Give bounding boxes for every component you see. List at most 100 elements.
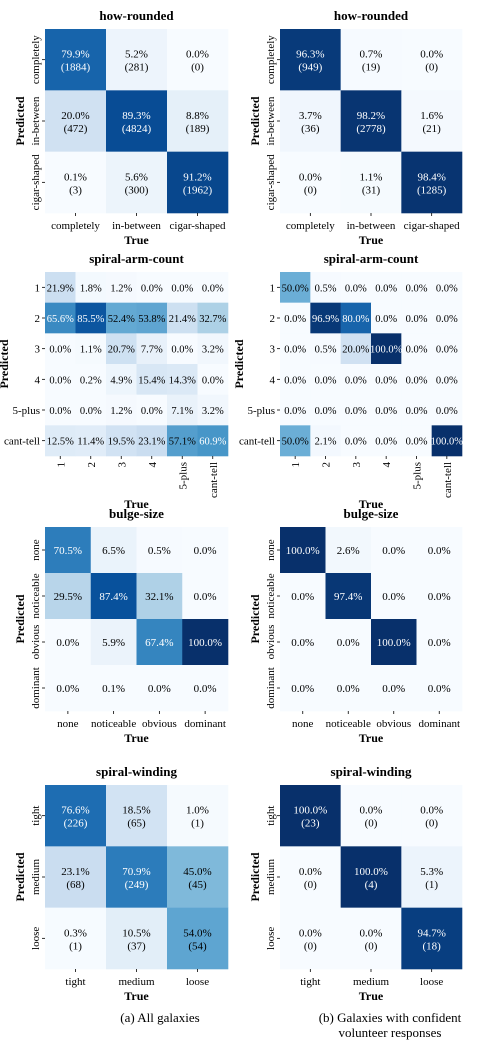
y-tick-label: 5-plus [248,405,276,417]
heatmap-cell [106,151,168,214]
cell-percent-label: 1.8% [80,283,102,294]
y-tick-label: in-between [30,96,42,145]
x-tick-label: none [292,718,314,730]
heatmap-cell [167,907,229,970]
cell-percent-label: 0.0% [299,171,322,183]
cell-percent-label: 4.9% [110,375,132,386]
heatmap-cell [310,333,341,365]
heatmap-cell [45,425,76,457]
cell-count-label: (949) [298,62,322,74]
x-tick-label: 1 [290,462,302,468]
cell-percent-label: 32.1% [145,591,173,603]
heatmap-cell [106,364,137,395]
cell-percent-label: 0.0% [375,314,397,325]
cell-percent-label: 32.7% [199,314,226,325]
cell-percent-label: 0.0% [382,683,405,695]
cell-count-label: (189) [186,123,210,135]
heatmap-cell [75,394,107,426]
heatmap-cell [45,846,107,908]
heatmap-bulge-size-a: bulge-size 70.5% 6.5% 0.5% 0.0% 29.5% 87.4% 32.… [13,506,229,745]
heatmap-cell [371,364,402,395]
cell-percent-label: 0.0% [315,406,337,417]
y-tick-label: dominant [30,667,42,709]
heatmap-cell [106,90,168,152]
heatmap-cell [340,29,402,91]
heatmap-cell [136,394,168,426]
heatmap-cell [401,394,432,426]
heatmap-cell [401,846,463,908]
cell-count-label: (0) [191,62,204,74]
heatmap-cell [167,272,198,303]
cell-percent-label: 70.9% [122,866,150,878]
chart-title: bulge-size [344,506,399,521]
heatmap-cell [106,394,137,426]
heatmap-cell [45,333,76,365]
heatmap-cell [106,272,137,303]
y-tick-label: noticeable [265,573,277,618]
cell-percent-label: 0.0% [202,375,224,386]
cell-percent-label: 0.0% [436,314,458,325]
cell-percent-label: 0.1% [64,171,87,183]
x-axis-label: True [124,989,149,1003]
heatmap-cell [431,333,463,365]
y-tick-label: completely [265,35,277,84]
cell-percent-label: 0.0% [436,406,458,417]
cell-percent-label: 23.1% [138,437,165,448]
cell-percent-label: 1.2% [110,406,132,417]
heatmap-cell [340,90,402,152]
cell-percent-label: 0.0% [406,283,428,294]
heatmap-cell [197,272,229,303]
heatmap-cell [167,151,229,214]
heatmap-cell [340,333,372,365]
cell-percent-label: 21.9% [47,283,74,294]
cell-percent-label: 3.2% [202,406,224,417]
cell-count-label: (2778) [356,123,386,135]
cell-percent-label: 0.0% [291,637,314,649]
heatmap-cell [401,272,432,303]
heatmap-cell [197,302,229,334]
cell-percent-label: 53.8% [138,314,165,325]
y-axis-label: Predicted [232,339,246,388]
heatmap-cell [280,333,311,365]
cell-percent-label: 0.0% [284,406,306,417]
heatmap-cell [310,302,341,334]
x-axis-label: True [124,233,149,247]
heatmap-cell [280,302,311,334]
heatmap-cell [431,272,463,303]
y-axis-label: Predicted [248,96,262,145]
y-axis-label: Predicted [13,594,27,643]
heatmap-cell [340,151,402,214]
heatmap-cell [182,573,229,620]
cell-count-label: (0) [304,940,317,952]
cell-percent-label: 96.3% [296,49,324,61]
heatmap-cell [136,272,168,303]
caption-confident-line1: (b) Galaxies with confident [318,1010,462,1025]
cell-percent-label: 96.9% [312,314,339,325]
cell-count-label: (472) [64,123,88,135]
heatmap-cell [45,527,92,574]
heatmap-cell [401,151,463,214]
x-axis-label: True [359,989,384,1003]
x-tick-label: 4 [147,462,159,468]
heatmap-cell [197,364,229,395]
x-tick-label: 3 [116,462,128,468]
cell-percent-label: 100.0% [293,805,327,817]
heatmap-cell [371,302,402,334]
cell-percent-label: 0.0% [345,437,367,448]
cell-percent-label: 11.4% [77,437,104,448]
heatmap-cell [371,665,417,712]
heatmap-cell [340,272,372,303]
heatmap-cell [106,29,168,91]
cell-percent-label: 100.0% [377,637,411,649]
x-tick-label: 1 [55,462,67,468]
cell-percent-label: 0.0% [80,406,102,417]
y-tick-label: none [265,539,277,561]
heatmap-cell [280,394,311,426]
cell-percent-label: 98.4% [417,171,445,183]
cell-count-label: (19) [362,62,381,74]
cell-percent-label: 0.5% [315,283,337,294]
heatmap-cell [136,527,183,574]
x-tick-label: in-between [112,220,161,232]
y-tick-label: noticeable [30,573,42,618]
x-tick-label: 3 [351,462,363,468]
